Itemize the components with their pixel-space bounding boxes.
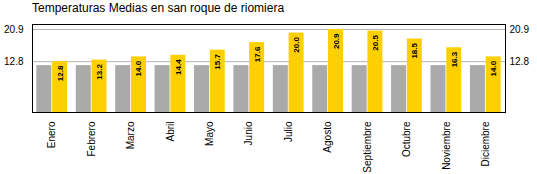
svg-text:16.3: 16.3 <box>450 51 459 67</box>
svg-text:12.8: 12.8 <box>4 56 24 67</box>
svg-text:Enero: Enero <box>46 121 57 148</box>
svg-text:Febrero: Febrero <box>86 121 97 156</box>
svg-text:20.9: 20.9 <box>332 33 341 49</box>
svg-text:13.2: 13.2 <box>95 64 104 80</box>
svg-text:Marzo: Marzo <box>125 121 136 149</box>
svg-text:14.0: 14.0 <box>134 60 143 76</box>
svg-text:20.9: 20.9 <box>4 24 24 35</box>
svg-text:14.4: 14.4 <box>174 59 183 75</box>
svg-text:14.0: 14.0 <box>489 60 498 76</box>
svg-text:12.8: 12.8 <box>56 65 65 81</box>
svg-text:20.0: 20.0 <box>292 37 301 53</box>
html-text:Temperaturas Medias en san roq: Temperaturas Medias en san roque de riom… <box>32 1 285 15</box>
svg-text:17.6: 17.6 <box>253 46 262 62</box>
svg-text:Octubre: Octubre <box>401 121 412 157</box>
svg-text:12.8: 12.8 <box>510 56 530 67</box>
svg-text:Abril: Abril <box>165 122 176 142</box>
svg-text:20.5: 20.5 <box>371 35 380 51</box>
svg-text:Agosto: Agosto <box>322 121 333 153</box>
svg-text:Julio: Julio <box>283 121 294 142</box>
svg-text:15.7: 15.7 <box>213 54 222 70</box>
svg-text:Junio: Junio <box>243 121 254 145</box>
svg-text:Noviembre: Noviembre <box>441 121 452 170</box>
svg-text:18.5: 18.5 <box>410 42 419 58</box>
svg-text:Diciembre: Diciembre <box>480 121 491 166</box>
svg-text:Mayo: Mayo <box>204 121 215 146</box>
svg-text:Septiembre: Septiembre <box>362 121 373 172</box>
svg-text:20.9: 20.9 <box>510 24 530 35</box>
